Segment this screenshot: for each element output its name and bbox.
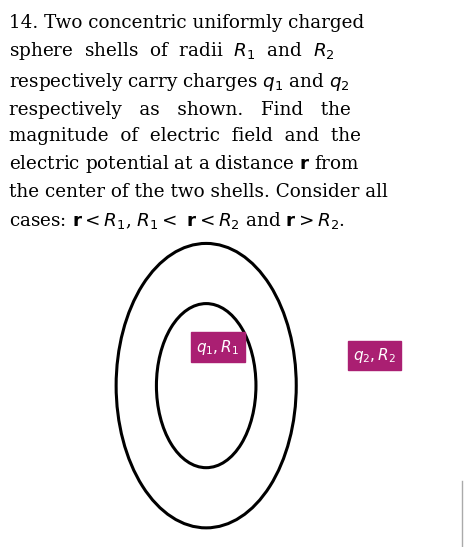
Text: $q_2, R_2$: $q_2, R_2$ [353, 346, 396, 365]
Text: $q_1, R_1$: $q_1, R_1$ [196, 338, 239, 357]
Text: 14. Two concentric uniformly charged
sphere  shells  of  radii  $R_1$  and  $R_2: 14. Two concentric uniformly charged sph… [9, 14, 388, 231]
